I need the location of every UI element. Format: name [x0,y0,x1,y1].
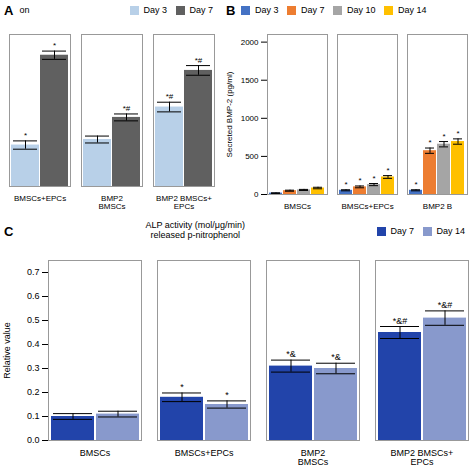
svg-text:*: * [414,180,417,189]
svg-text:500: 500 [245,152,259,161]
svg-text:*&#: *&# [438,300,453,310]
html-text:C: C [4,223,14,239]
svg-text:*&#: *&# [393,316,408,326]
svg-text:*: * [358,176,361,185]
html-text:Day 14: Day 14 [436,226,465,236]
html-text:Day 3: Day 3 [254,5,279,15]
html-text:Day 7: Day 7 [189,5,213,15]
svg-text:*: * [372,174,375,183]
html-text:Day 3: Day 3 [143,5,167,15]
svg-text:*#: *# [123,104,131,113]
svg-text:*: * [344,180,347,189]
svg-text:*&: *& [286,349,296,359]
svg-text:*: * [428,138,431,147]
svg-text:0.0: 0.0 [27,435,40,445]
html-text:ALP activity (mol/μg/min) rele: ALP activity (mol/μg/min) released p-nit… [145,220,245,240]
svg-text:BMSCs: BMSCs [284,202,311,211]
svg-text:*: * [53,41,56,50]
svg-text:Secreted BMP-2 (pg/ml): Secreted BMP-2 (pg/ml) [225,71,234,157]
html-text:Day 7: Day 7 [390,226,414,236]
svg-text:0.7: 0.7 [27,267,40,277]
svg-text:*: * [24,131,27,140]
svg-text:*: * [386,166,389,175]
svg-text:0.3: 0.3 [27,363,40,373]
svg-text:1500: 1500 [241,76,259,85]
svg-text:0.4: 0.4 [27,339,40,349]
svg-text:2000: 2000 [241,38,259,47]
svg-text:*#: *# [166,92,174,101]
svg-text:BMSCs+EPCs: BMSCs+EPCs [14,194,66,203]
svg-text:*&: *& [331,352,341,362]
html-text:Day 10: Day 10 [346,5,376,15]
svg-text:BMP2 BMSCs+EPCs: BMP2 BMSCs+EPCs [156,194,212,211]
html-text:A on: A on [4,2,30,18]
svg-text:Relative value: Relative value [2,322,12,379]
svg-text:BMSCs+EPCs: BMSCs+EPCs [175,448,234,458]
svg-text:BMP2BMSCs: BMP2BMSCs [298,448,329,467]
svg-text:0.5: 0.5 [27,315,40,325]
svg-text:0.1: 0.1 [27,411,40,421]
svg-text:BMSCs: BMSCs [80,448,111,458]
html-text:B: B [226,2,236,18]
svg-text:0: 0 [254,190,259,199]
svg-text:0.2: 0.2 [27,387,40,397]
html-text:Day 14: Day 14 [398,5,427,15]
svg-text:*: * [442,132,445,141]
svg-text:*: * [180,382,184,392]
svg-text:BMP2 BMSCs+EPCs: BMP2 BMSCs+EPCs [391,448,454,467]
svg-text:BMP2 B: BMP2 B [423,202,452,211]
svg-text:*: * [225,390,229,400]
svg-text:*: * [456,129,459,138]
svg-text:BMP2BMSCs: BMP2BMSCs [98,194,125,211]
svg-text:1000: 1000 [241,114,259,123]
html-text:Day 7: Day 7 [300,5,325,15]
svg-text:0.6: 0.6 [27,291,40,301]
svg-text:*#: *# [195,56,203,65]
svg-text:BMSCs+EPCs: BMSCs+EPCs [341,202,393,211]
